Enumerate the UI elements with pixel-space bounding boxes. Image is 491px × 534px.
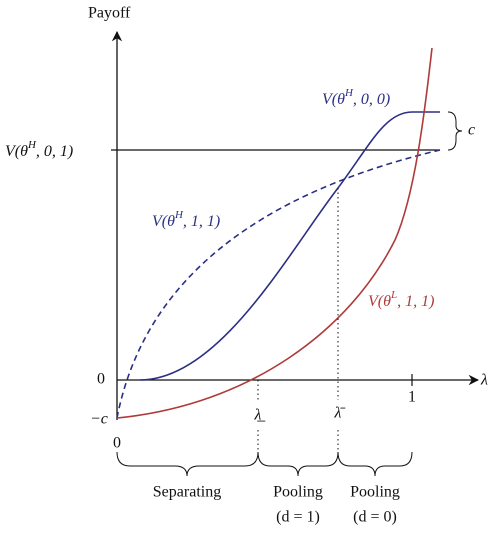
label-rest: , 0, 0) [353, 91, 390, 108]
label-rest: , 0, 1) [36, 143, 73, 160]
label-sup: H [174, 209, 184, 221]
x-one: 1 [408, 389, 416, 406]
x-label: λ [480, 372, 488, 389]
h11-curve [116, 149, 441, 419]
c-label: c [468, 122, 475, 139]
label-base: V(θ [368, 293, 391, 310]
lambda-high: λ̄ [334, 405, 346, 422]
label-base: V(θ [5, 143, 28, 160]
label-base: V(θ [152, 213, 175, 230]
brace-sep [116, 451, 259, 477]
l11-curve [116, 47, 433, 419]
region-note: (d = 1) [276, 509, 320, 526]
brace-pool0 [337, 451, 413, 477]
label-sup: H [27, 139, 37, 151]
region-label: Pooling [350, 484, 400, 501]
label-sup: L [390, 289, 397, 301]
label-h00: V(θH, 0, 0) [322, 87, 390, 108]
label-sup: H [344, 87, 354, 99]
region-label: Pooling [273, 484, 323, 501]
minus-c: −c [90, 411, 108, 428]
y-label: Payoff [88, 5, 131, 22]
h00-curve [139, 111, 440, 381]
label-rest: , 1, 1) [397, 293, 434, 310]
c-brace [447, 111, 463, 151]
x-zero: 0 [113, 435, 121, 452]
label-h01: V(θH, 0, 1) [5, 139, 73, 160]
label-base: V(θ [322, 91, 345, 108]
region-label: Separating [153, 484, 221, 501]
brace-pool1 [257, 451, 339, 477]
label-l11: V(θL, 1, 1) [368, 289, 434, 310]
label-rest: , 1, 1) [183, 213, 220, 230]
label-h11: V(θH, 1, 1) [152, 209, 220, 230]
zero-label: 0 [97, 371, 105, 388]
region-note: (d = 0) [353, 509, 397, 526]
lambda-low: λ̲ [254, 407, 266, 424]
